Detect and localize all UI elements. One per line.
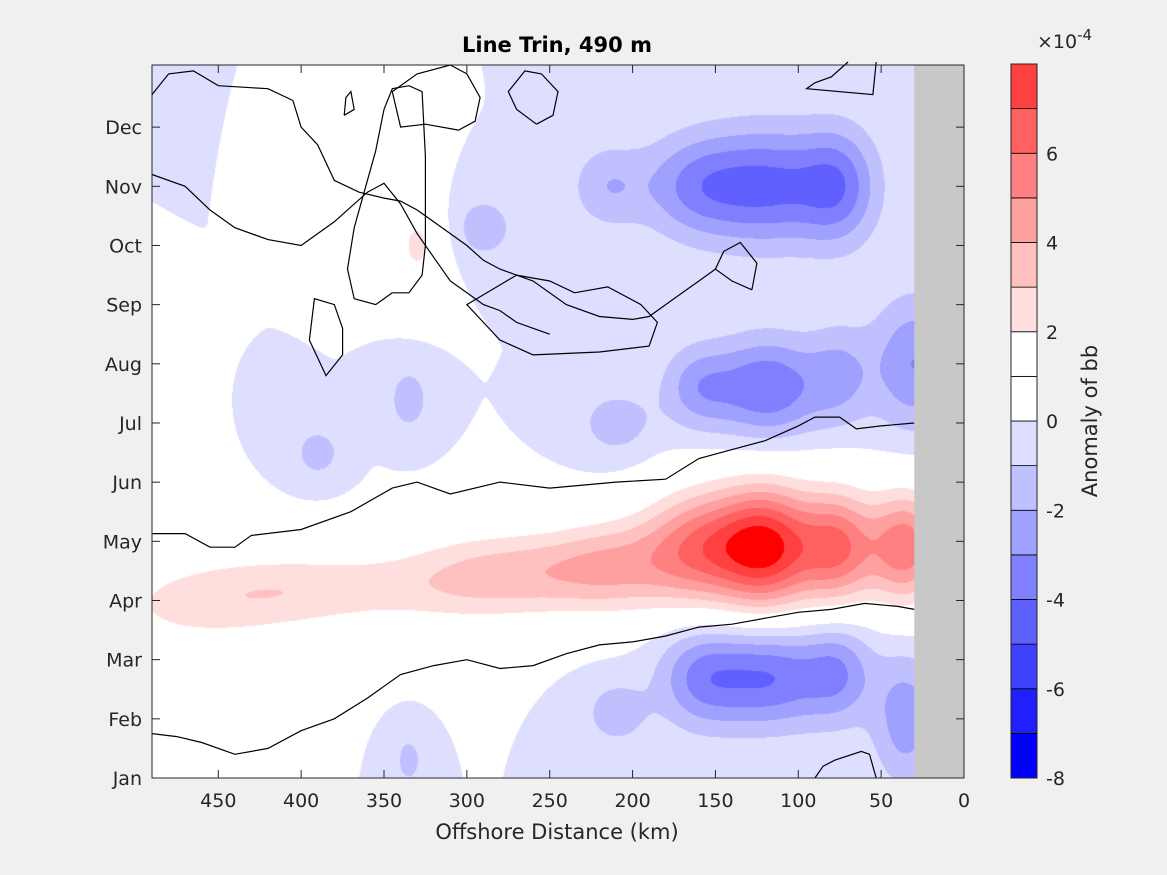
- colorbar-frame: [1010, 63, 1038, 779]
- x-tick-label: 50: [869, 790, 893, 812]
- colorbar-ticks: -8 -6 -4 -2 0 2 4 6: [1046, 143, 1065, 790]
- colorbar-swatch: [1010, 465, 1038, 511]
- colorbar-tick-label: -2: [1046, 500, 1065, 522]
- zero-contour-line: [308, 297, 344, 377]
- zero-contour-line: [343, 90, 355, 116]
- colorbar-swatch: [1010, 242, 1038, 288]
- colorbar-swatch: [1010, 688, 1038, 734]
- colorbar-tick-label: 2: [1046, 322, 1058, 344]
- x-tick-label: 250: [532, 790, 568, 812]
- colorbar-exponent: ×10-4: [1037, 26, 1092, 53]
- land-mask: [914, 65, 964, 778]
- colorbar-swatch: [1010, 63, 1038, 110]
- y-tick-label: Dec: [105, 117, 142, 139]
- zero-contour-line: [151, 173, 550, 335]
- y-tick-label: May: [103, 531, 142, 553]
- zero-contour-line: [714, 241, 758, 291]
- x-tick-label: 350: [366, 790, 402, 812]
- zero-contour-line: [391, 64, 481, 131]
- colorbar-swatch: [1010, 108, 1038, 154]
- colorbar-swatch: [1010, 732, 1038, 779]
- colorbar-swatch: [1010, 375, 1038, 422]
- colorbar-tick-label: -6: [1046, 679, 1065, 701]
- colorbar-swatch: [1010, 643, 1038, 690]
- x-tick-label: 100: [780, 790, 816, 812]
- y-tick-label: Mar: [106, 650, 142, 672]
- colorbar-tick-label: 4: [1046, 233, 1058, 255]
- y-tick-labels: Jan Feb Mar Apr May Jun Jul Aug Sep Oct Nov Dec: [103, 117, 142, 790]
- zero-contour-line: [465, 274, 659, 356]
- y-tick-label: Jun: [111, 472, 142, 494]
- y-tick-label: Sep: [106, 295, 142, 317]
- y-tick-label: Oct: [109, 235, 142, 257]
- zero-contour-line: [507, 70, 559, 125]
- colorbar-tick-label: -8: [1046, 768, 1065, 790]
- zero-contours: [151, 61, 915, 779]
- zero-contour-line: [804, 61, 877, 96]
- x-tick-label: 150: [697, 790, 733, 812]
- chart-title: Line Trin, 490 m: [462, 33, 652, 57]
- x-tick-label: 0: [958, 790, 970, 812]
- plot-frame: [151, 64, 965, 779]
- y-tick-label: Jan: [112, 768, 142, 790]
- colorbar-swatch: [1010, 331, 1038, 377]
- y-tick-label: Jul: [118, 413, 142, 435]
- colorbar-tick-label: -4: [1046, 590, 1065, 612]
- colorbar-swatch: [1010, 197, 1038, 243]
- x-tick-label: 200: [614, 790, 650, 812]
- x-tick-label: 450: [200, 790, 236, 812]
- x-tick-labels: 450 400 350 300 250 200 150 100 50 0: [200, 790, 970, 812]
- zero-contour-line: [151, 602, 915, 755]
- colorbar-label: Anomaly of bb: [1078, 345, 1102, 497]
- x-tick-label: 300: [449, 790, 485, 812]
- colorbar-swatch: [1010, 554, 1038, 600]
- x-tick-label: 400: [283, 790, 319, 812]
- y-tick-label: Apr: [109, 590, 142, 612]
- y-tick-label: Aug: [105, 354, 142, 376]
- zero-contour-line: [151, 70, 716, 321]
- zero-contour-line: [152, 416, 915, 548]
- colorbar-swatch: [1010, 420, 1038, 467]
- x-axis-label: Offshore Distance (km): [435, 820, 678, 844]
- y-tick-label: Feb: [108, 709, 142, 731]
- anomaly-heatmap: [152, 65, 964, 778]
- colorbar-swatch: [1010, 286, 1038, 333]
- colorbar-swatch: [1010, 509, 1038, 556]
- colorbar-exponent-power: -4: [1077, 26, 1092, 44]
- zero-contour-line: [814, 750, 877, 779]
- zero-contour-line: [346, 85, 426, 306]
- y-tick-label: Nov: [105, 176, 142, 198]
- colorbar-exponent-base: ×10: [1037, 31, 1077, 53]
- colorbar-tick-label: 6: [1046, 143, 1058, 165]
- colorbar-tick-label: 0: [1046, 411, 1058, 433]
- colorbar-swatch: [1010, 152, 1038, 199]
- plot-area: [151, 61, 965, 779]
- colorbar-swatches: [1010, 63, 1038, 779]
- colorbar-swatch: [1010, 599, 1038, 645]
